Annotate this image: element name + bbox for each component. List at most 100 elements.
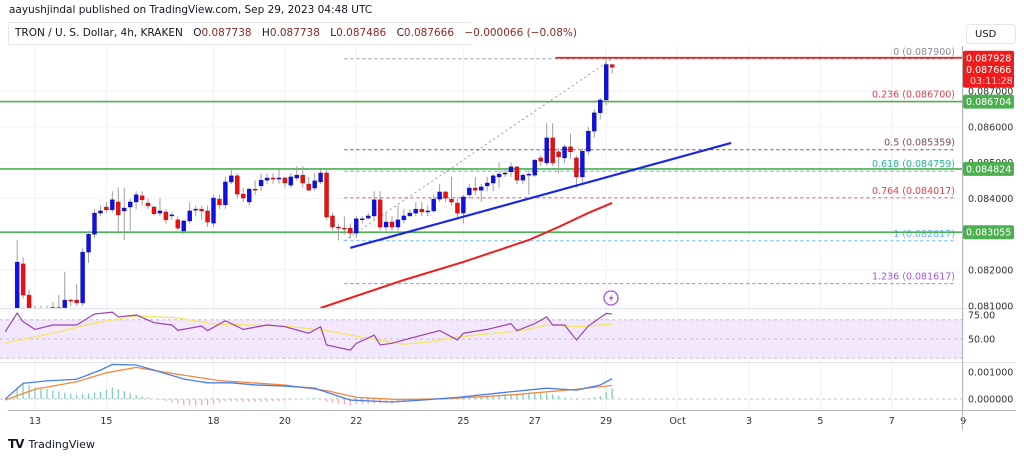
ascending-trendline[interactable] xyxy=(350,141,732,249)
candle[interactable] xyxy=(354,216,359,238)
candle[interactable] xyxy=(50,302,56,316)
candle[interactable] xyxy=(318,169,323,185)
candle[interactable] xyxy=(211,194,216,228)
candle[interactable] xyxy=(437,184,442,202)
candle[interactable] xyxy=(181,219,186,235)
candle[interactable] xyxy=(592,108,597,138)
candle[interactable] xyxy=(288,173,294,188)
candle[interactable] xyxy=(366,212,371,220)
candle[interactable] xyxy=(490,173,496,192)
candle[interactable] xyxy=(56,295,61,316)
candle[interactable] xyxy=(479,184,484,202)
candle[interactable] xyxy=(336,223,341,241)
candle[interactable] xyxy=(175,216,181,231)
candle[interactable] xyxy=(98,205,103,217)
candle[interactable] xyxy=(419,201,424,217)
candle[interactable] xyxy=(133,191,139,210)
candle[interactable] xyxy=(550,123,555,167)
candle[interactable] xyxy=(532,159,537,177)
candle[interactable] xyxy=(235,173,240,199)
candle[interactable] xyxy=(383,212,389,231)
candle[interactable] xyxy=(139,191,145,206)
candle[interactable] xyxy=(514,166,520,185)
candle[interactable] xyxy=(485,176,490,192)
candle[interactable] xyxy=(14,239,20,324)
candle[interactable] xyxy=(407,209,413,217)
candle[interactable] xyxy=(116,187,121,235)
candle[interactable] xyxy=(538,155,543,167)
candle[interactable] xyxy=(229,169,234,185)
candle[interactable] xyxy=(508,162,514,177)
candle[interactable] xyxy=(312,173,317,192)
candle[interactable] xyxy=(169,212,175,220)
candle[interactable] xyxy=(104,201,109,213)
candle[interactable] xyxy=(80,248,85,306)
candle[interactable] xyxy=(241,187,246,202)
candle[interactable] xyxy=(449,176,454,206)
candle[interactable] xyxy=(246,187,252,206)
candle[interactable] xyxy=(568,133,573,160)
candle[interactable] xyxy=(461,194,466,224)
candle[interactable] xyxy=(413,201,418,217)
currency-button[interactable]: USD xyxy=(966,24,1016,44)
candle[interactable] xyxy=(306,176,311,192)
candle[interactable] xyxy=(68,298,73,306)
candle[interactable] xyxy=(157,198,163,217)
candle[interactable] xyxy=(62,271,67,310)
candle[interactable] xyxy=(258,173,264,192)
candle[interactable] xyxy=(294,166,299,181)
candle[interactable] xyxy=(324,169,329,220)
candle[interactable] xyxy=(562,144,567,163)
candle[interactable] xyxy=(264,173,270,185)
candle[interactable] xyxy=(217,194,222,210)
candle[interactable] xyxy=(110,191,115,213)
candle[interactable] xyxy=(377,191,383,231)
candle[interactable] xyxy=(425,205,430,217)
candle[interactable] xyxy=(609,64,615,74)
symbol-name[interactable]: TRON / U. S. Dollar, 4h, KRAKEN xyxy=(15,27,183,39)
candle[interactable] xyxy=(300,166,305,188)
price-pane[interactable]: 0 (0.087900) 0.236 (0.086700) 0.5 (0.08535… xyxy=(0,47,962,335)
candle[interactable] xyxy=(193,205,198,217)
candle[interactable] xyxy=(199,205,204,220)
candle[interactable] xyxy=(431,194,436,213)
candle[interactable] xyxy=(556,148,561,174)
candle[interactable] xyxy=(276,169,282,185)
candle[interactable] xyxy=(526,169,532,195)
candle[interactable] xyxy=(580,148,585,185)
candle[interactable] xyxy=(455,198,460,220)
rsi-pane[interactable] xyxy=(0,311,962,359)
candle[interactable] xyxy=(520,173,526,185)
candle[interactable] xyxy=(348,223,353,238)
candle[interactable] xyxy=(205,205,210,228)
candle[interactable] xyxy=(252,180,258,195)
moving-average-line[interactable] xyxy=(320,202,613,308)
candle[interactable] xyxy=(74,284,79,306)
candle[interactable] xyxy=(187,201,192,224)
candle[interactable] xyxy=(371,191,377,220)
candle[interactable] xyxy=(342,216,347,235)
candle[interactable] xyxy=(598,98,603,120)
candle[interactable] xyxy=(26,289,32,320)
alert-icon[interactable] xyxy=(603,290,619,306)
tradingview-logo[interactable]: TV TradingView xyxy=(8,437,95,451)
candle[interactable] xyxy=(223,176,228,210)
candle[interactable] xyxy=(151,205,157,217)
macd-pane[interactable] xyxy=(0,363,962,406)
candle[interactable] xyxy=(330,212,335,231)
candle[interactable] xyxy=(467,184,472,199)
candle[interactable] xyxy=(502,169,508,177)
candle[interactable] xyxy=(270,173,276,185)
candle[interactable] xyxy=(163,209,169,224)
candle[interactable] xyxy=(586,126,591,156)
candle[interactable] xyxy=(443,191,448,202)
candle[interactable] xyxy=(496,162,502,188)
candle[interactable] xyxy=(360,216,365,224)
candle[interactable] xyxy=(473,176,478,195)
candle[interactable] xyxy=(604,58,609,106)
candle[interactable] xyxy=(20,257,26,299)
candle[interactable] xyxy=(86,230,91,263)
candle[interactable] xyxy=(92,209,97,238)
candle[interactable] xyxy=(401,209,407,224)
